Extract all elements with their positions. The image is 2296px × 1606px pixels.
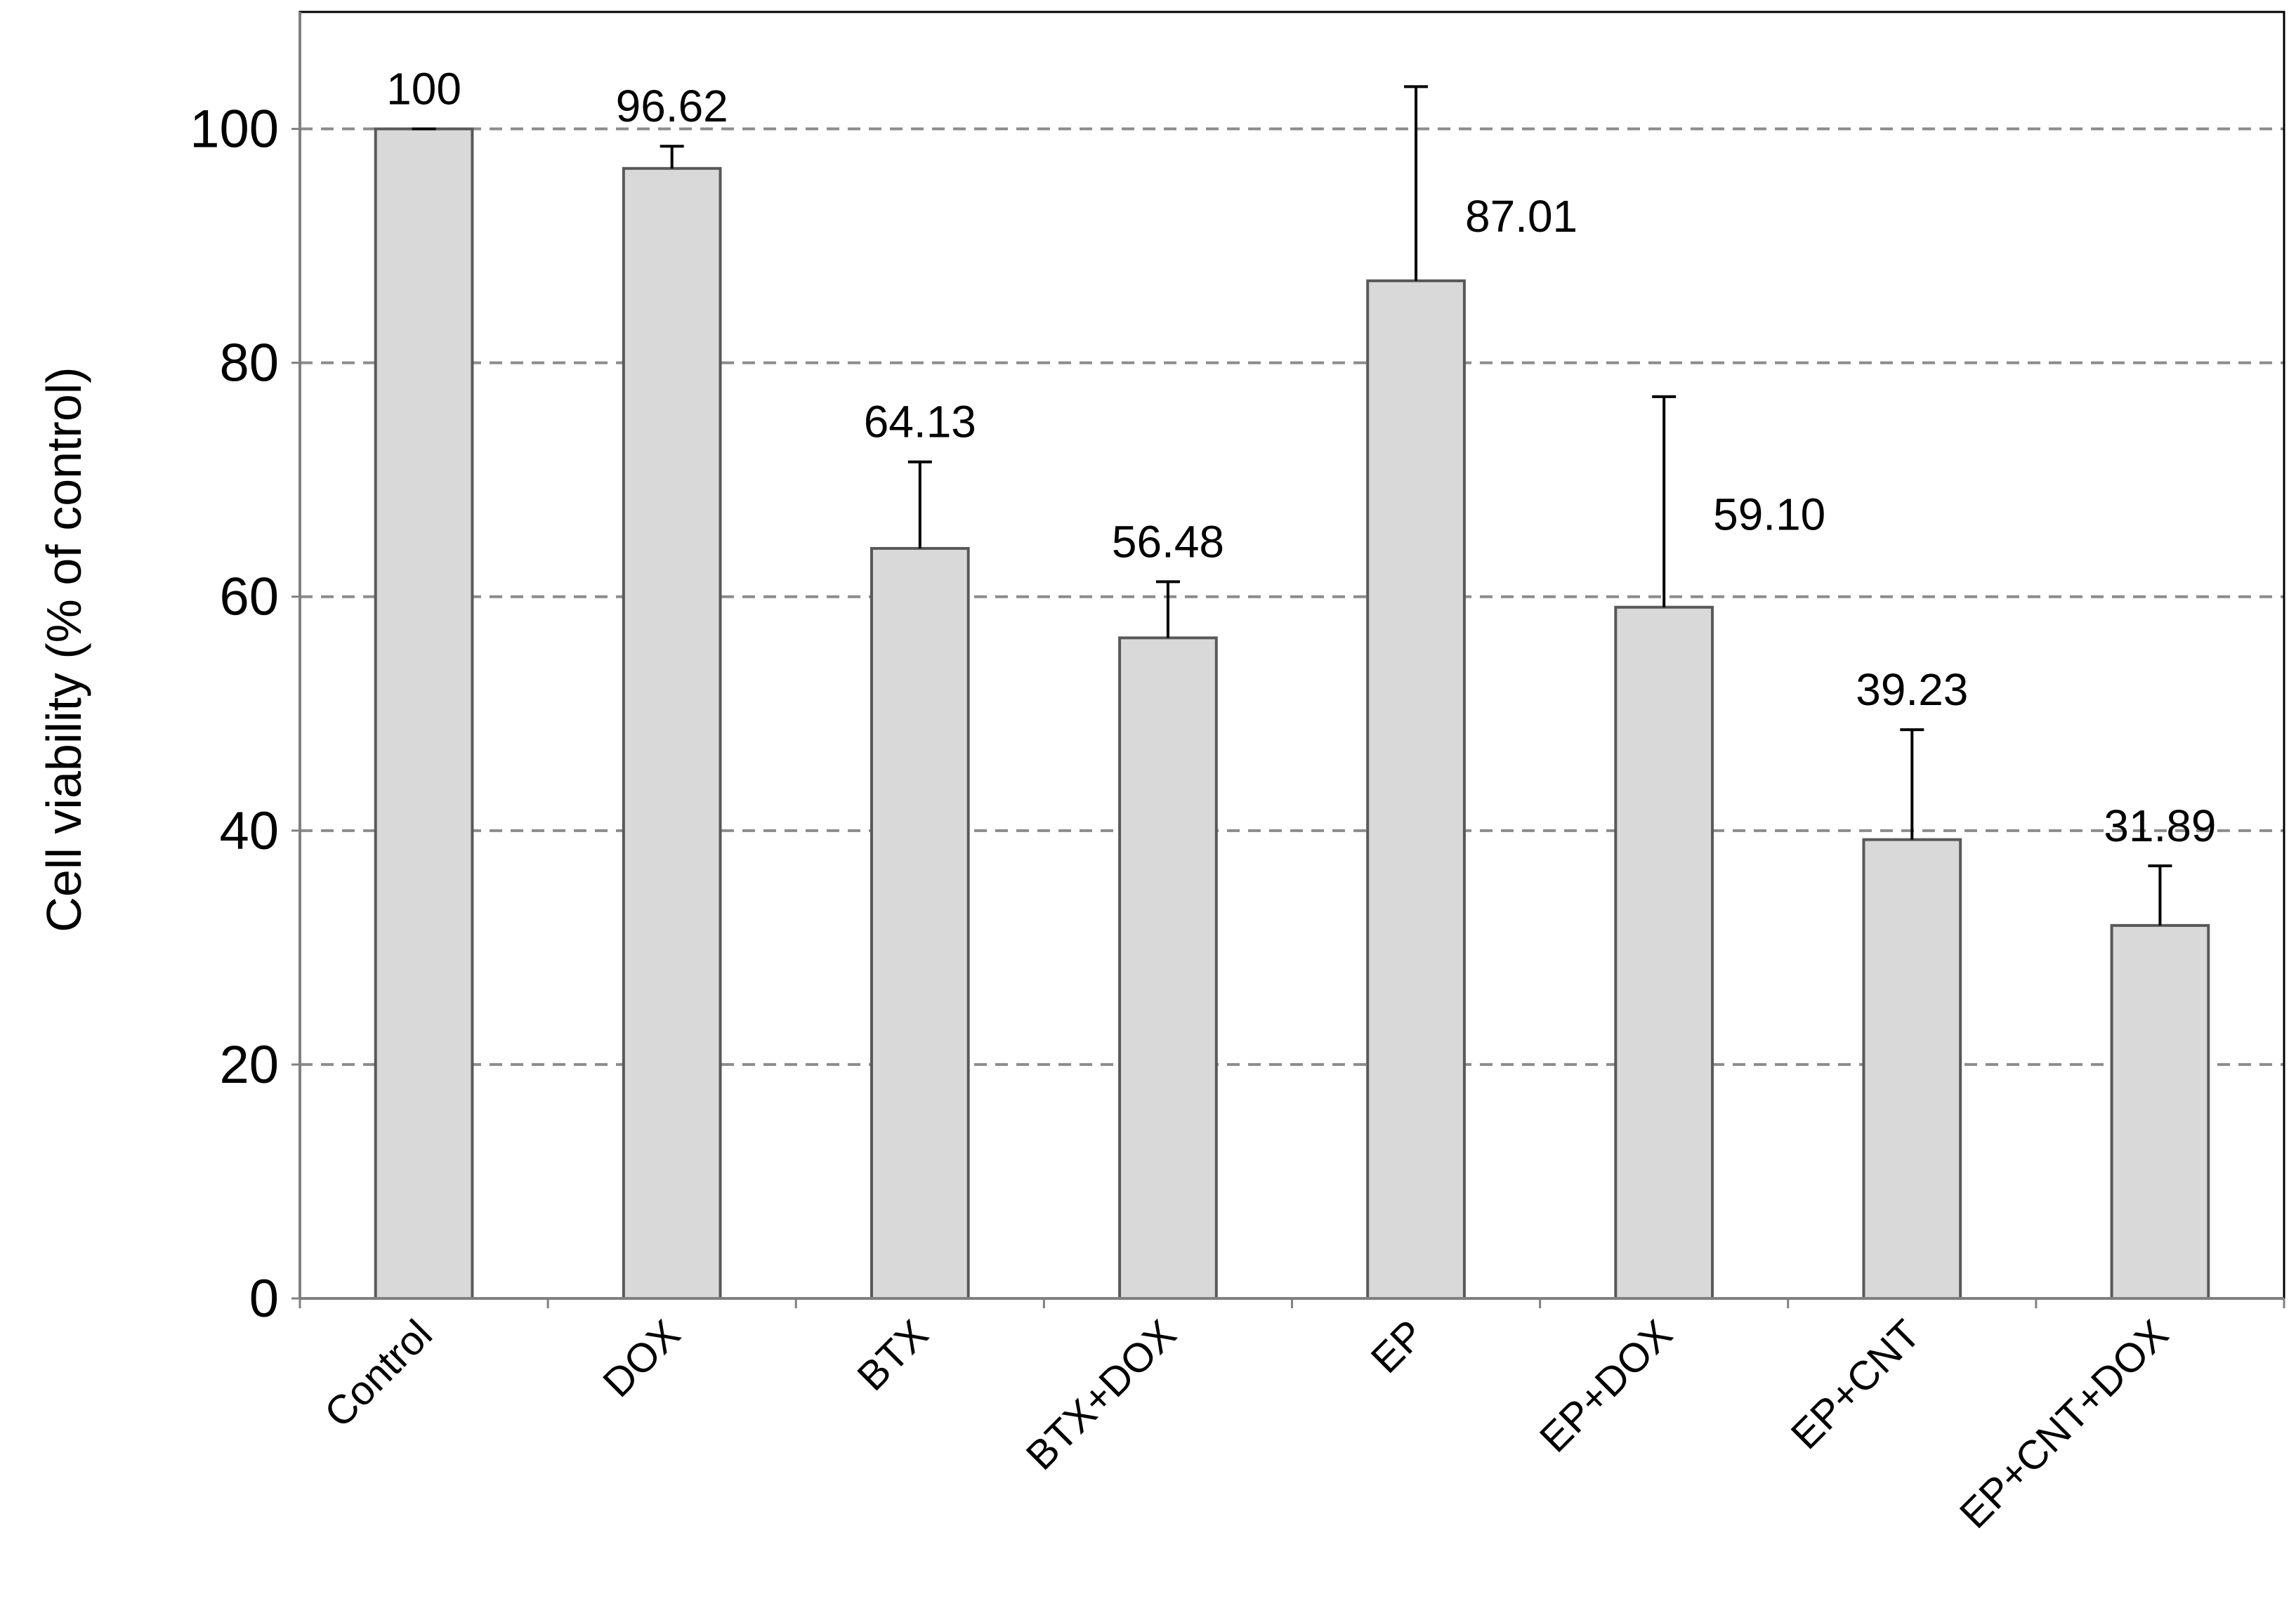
y-tick-label: 0 (249, 1269, 279, 1329)
x-tick-label: Control (316, 1311, 441, 1436)
bar (622, 166, 722, 1301)
bar (1118, 636, 1218, 1300)
y-tick-label: 60 (219, 567, 279, 627)
y-tick-label: 20 (219, 1035, 279, 1095)
x-tick-label: EP+CNT (1783, 1311, 1929, 1458)
x-tick-label: BTX (848, 1311, 937, 1400)
plot-frame (299, 11, 2285, 1300)
bar (1366, 279, 1466, 1301)
x-tick-label: BTX+DOX (1018, 1311, 1186, 1479)
bar (2110, 923, 2210, 1301)
data-label: 100 (386, 64, 461, 114)
bar (870, 546, 970, 1300)
data-label: 31.89 (2104, 801, 2216, 851)
y-tick-label: 40 (219, 801, 279, 861)
y-tick-label: 100 (190, 100, 279, 159)
x-tick-label: DOX (594, 1311, 689, 1406)
data-label: 64.13 (864, 397, 976, 447)
gridlines (300, 127, 2284, 1066)
bars (374, 85, 2210, 1301)
bar (374, 127, 474, 1301)
data-label: 96.62 (616, 81, 728, 131)
bar (1862, 838, 1962, 1300)
y-tick-label: 80 (219, 334, 279, 393)
x-tick-label: EP+DOX (1531, 1311, 1681, 1461)
x-tick-label: EP (1363, 1311, 1434, 1382)
y-axis-label: Cell viability (% of control) (37, 367, 91, 932)
data-label: 56.48 (1112, 516, 1224, 567)
bar (1614, 605, 1714, 1300)
data-label: 87.01 (1465, 191, 1577, 242)
data-label: 59.10 (1713, 489, 1825, 540)
x-tick-label: EP+CNT+DOX (1951, 1311, 2177, 1537)
axes (291, 11, 2285, 1308)
data-label: 39.23 (1856, 664, 1968, 715)
